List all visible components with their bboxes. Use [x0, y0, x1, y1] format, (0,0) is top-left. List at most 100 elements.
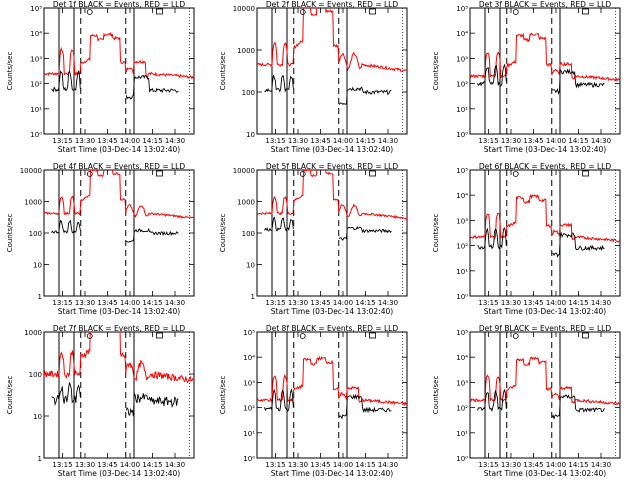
events-series-line — [477, 63, 507, 87]
events-series-line — [338, 86, 392, 106]
attenuator-marker — [512, 333, 519, 339]
panel-8: Det 8f BLACK = Events, RED = LLD 10⁰ 10¹ 10… — [219, 324, 408, 478]
y-tick-label: 10000 — [233, 5, 255, 13]
x-tick-label: 14:00 — [333, 461, 353, 469]
y-tick-label: 10² — [30, 81, 42, 89]
y-tick-label: 10⁴ — [30, 30, 42, 38]
x-tick-label: 13:45 — [97, 461, 117, 469]
lld-series-line — [470, 194, 620, 243]
x-tick-label: 14:15 — [568, 137, 588, 145]
decimation-marker — [156, 332, 163, 339]
x-axis-label: Start Time (03-Dec-14 13:02:40) — [271, 307, 393, 316]
decimation-marker — [582, 8, 589, 15]
x-axis-label: Start Time (03-Dec-14 13:02:40) — [58, 307, 180, 316]
plot-frame — [256, 169, 408, 297]
lld-series-line — [44, 332, 194, 384]
plot-frame — [469, 331, 621, 459]
y-axis-label: Counts/sec — [6, 52, 14, 91]
x-tick-label: 14:15 — [568, 461, 588, 469]
y-tick-label: 10⁴ — [456, 354, 468, 362]
y-axis-label: Counts/sec — [432, 376, 440, 415]
events-series-line — [51, 70, 81, 93]
x-tick-label: 13:15 — [478, 461, 498, 469]
y-tick-label: 1000 — [24, 199, 42, 207]
plot-frame — [43, 331, 195, 459]
lld-series-line — [470, 32, 620, 83]
x-tick-label: 14:00 — [546, 137, 566, 145]
events-series-line — [477, 227, 507, 250]
y-tick-label: 10¹ — [243, 430, 255, 438]
lld-series-line — [257, 8, 407, 72]
x-axis-label: Start Time (03-Dec-14 13:02:40) — [484, 307, 606, 316]
x-tick-label: 14:30 — [591, 461, 611, 469]
x-tick-label: 14:30 — [591, 299, 611, 307]
events-series-line — [51, 382, 81, 407]
x-tick-label: 14:30 — [378, 299, 398, 307]
y-tick-label: 100 — [29, 230, 42, 238]
x-tick-label: 14:00 — [333, 137, 353, 145]
y-tick-label: 1000 — [237, 47, 255, 55]
x-tick-label: 14:15 — [355, 299, 375, 307]
panel-title: Det 9f BLACK = Events, RED = LLD — [479, 324, 612, 333]
y-tick-label: 10¹ — [30, 106, 42, 114]
y-tick-label: 10³ — [456, 55, 468, 63]
x-tick-label: 14:30 — [165, 137, 185, 145]
y-tick-label: 10³ — [30, 55, 42, 63]
plot-frame — [256, 7, 408, 135]
plot-frame — [43, 7, 195, 135]
panel-title: Det 3f BLACK = Events, RED = LLD — [479, 0, 612, 9]
panel-title: Det 6f BLACK = Events, RED = LLD — [479, 162, 612, 171]
panel-3: Det 3f BLACK = Events, RED = LLD 10⁰ 10¹ 10… — [432, 0, 621, 154]
x-tick-label: 13:15 — [265, 299, 285, 307]
y-tick-label: 10 — [33, 413, 42, 421]
attenuator-marker — [86, 9, 93, 15]
y-tick-label: 10³ — [456, 217, 468, 225]
x-tick-label: 13:30 — [288, 299, 308, 307]
y-tick-label: 10000 — [20, 167, 42, 175]
y-tick-label: 10⁰ — [456, 131, 468, 139]
panel-title: Det 7f BLACK = Events, RED = LLD — [53, 324, 186, 333]
y-tick-label: 10⁰ — [30, 131, 42, 139]
y-tick-label: 10¹ — [456, 106, 468, 114]
x-tick-label: 13:45 — [523, 137, 543, 145]
x-tick-label: 13:45 — [310, 461, 330, 469]
y-tick-label: 10³ — [456, 379, 468, 387]
plot-frame — [469, 169, 621, 297]
events-series-line — [125, 393, 179, 417]
x-tick-label: 13:15 — [265, 461, 285, 469]
plot-frame — [256, 331, 408, 459]
y-tick-label: 1000 — [24, 329, 42, 337]
attenuator-marker — [299, 333, 306, 339]
y-tick-label: 10² — [243, 405, 255, 413]
y-tick-label: 10¹ — [456, 430, 468, 438]
events-series-line — [125, 227, 179, 243]
y-tick-label: 10² — [456, 243, 468, 251]
y-axis-label: Counts/sec — [432, 214, 440, 253]
x-tick-label: 13:30 — [75, 299, 95, 307]
plot-frame — [469, 7, 621, 135]
x-tick-label: 14:15 — [568, 299, 588, 307]
x-axis-label: Start Time (03-Dec-14 13:02:40) — [271, 145, 393, 154]
x-tick-label: 14:15 — [142, 137, 162, 145]
panel-title: Det 2f BLACK = Events, RED = LLD — [266, 0, 399, 9]
y-axis-label: Counts/sec — [432, 52, 440, 91]
x-tick-label: 13:30 — [75, 137, 95, 145]
y-tick-label: 1 — [251, 293, 255, 301]
events-series-line — [264, 216, 294, 232]
y-tick-label: 10¹ — [456, 268, 468, 276]
lld-series-line — [470, 356, 620, 406]
events-series-line — [552, 231, 605, 258]
y-tick-label: 10² — [456, 405, 468, 413]
y-tick-label: 10² — [456, 81, 468, 89]
lld-series-line — [257, 355, 407, 407]
y-tick-label: 10⁵ — [456, 329, 468, 337]
x-tick-label: 14:15 — [355, 137, 375, 145]
y-axis-label: Counts/sec — [219, 52, 227, 91]
x-tick-label: 13:45 — [310, 299, 330, 307]
events-series-line — [338, 393, 392, 420]
x-tick-label: 13:45 — [97, 299, 117, 307]
lld-series-line — [44, 31, 194, 80]
events-series-line — [551, 394, 605, 420]
y-tick-label: 10⁵ — [456, 5, 468, 13]
